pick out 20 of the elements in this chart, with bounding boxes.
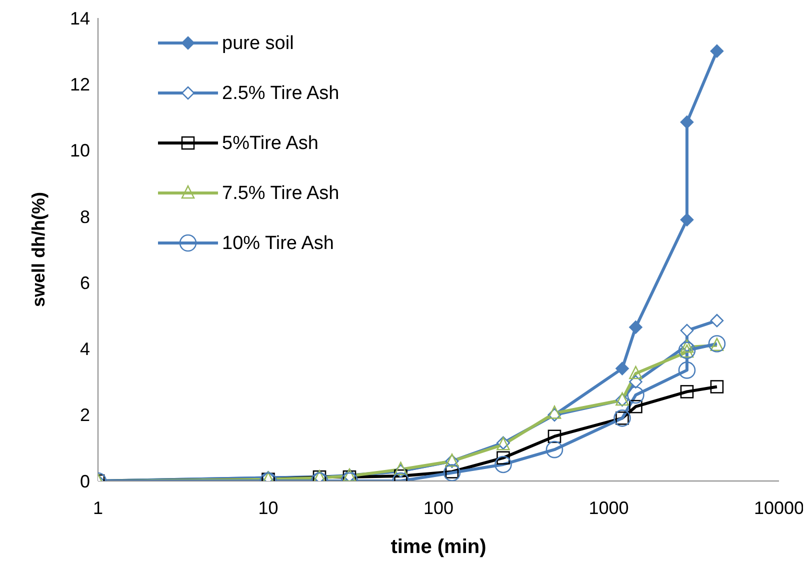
y-tick-label: 14 <box>70 8 90 28</box>
y-axis-title: swell dh/h(%) <box>28 192 48 308</box>
x-tick-label: 100 <box>423 498 454 518</box>
legend-label: 7.5% Tire Ash <box>222 182 340 204</box>
y-tick-label: 12 <box>70 74 90 95</box>
x-tick-label: 1000 <box>588 498 629 518</box>
y-tick-label: 2 <box>80 405 90 426</box>
y-tick-label: 0 <box>80 471 90 492</box>
x-tick-label: 1 <box>92 498 104 518</box>
legend-label: 2.5% Tire Ash <box>222 82 340 104</box>
x-tick-label: 10 <box>258 498 278 518</box>
x-tick-label: 10000 <box>754 498 804 518</box>
legend-label: pure soil <box>222 32 294 54</box>
y-tick-label: 6 <box>80 272 90 293</box>
y-tick-label: 4 <box>80 339 90 360</box>
y-tick-label: 10 <box>70 140 90 161</box>
legend-label: 10% Tire Ash <box>222 232 334 254</box>
y-tick-label: 8 <box>80 206 90 227</box>
x-axis-title: time (min) <box>390 536 486 558</box>
legend-label: 5%Tire Ash <box>222 132 318 154</box>
